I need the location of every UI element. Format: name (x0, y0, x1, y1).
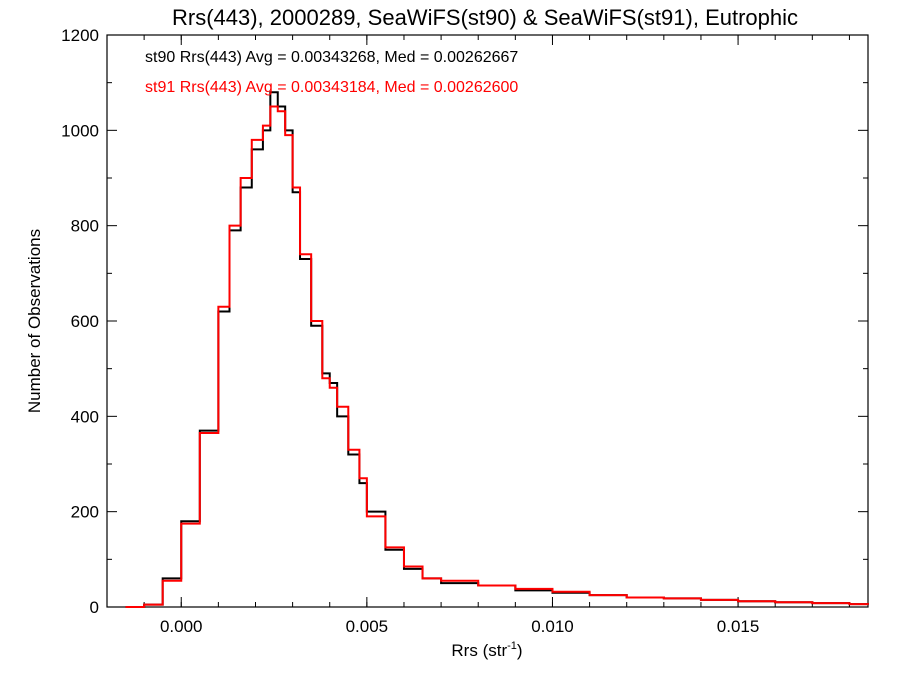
x-axis-title: Rrs (str-1) (451, 640, 522, 660)
x-axis: 0.000 0.005 0.010 0.015 (143, 35, 850, 636)
annotation-st91: st91 Rrs(443) Avg = 0.00343184, Med = 0.… (145, 79, 518, 96)
x-axis-title-superscript: -1 (507, 640, 517, 652)
x-axis-title-main: Rrs (str (451, 641, 507, 660)
x-axis-title-suffix: ) (517, 641, 523, 660)
y-tick-label: 800 (71, 217, 99, 236)
y-axis-title: Number of Observations (25, 229, 44, 413)
series-st91-line (125, 105, 869, 608)
x-tick-label: 0.000 (160, 617, 203, 636)
series-layer (125, 91, 869, 608)
x-tick-label: 0.010 (531, 617, 574, 636)
y-axis: 0 200 400 600 800 1000 1200 (61, 26, 868, 617)
y-tick-label: 1000 (61, 121, 99, 140)
y-tick-label: 600 (71, 312, 99, 331)
y-tick-label: 1200 (61, 26, 99, 45)
plot-frame (106, 34, 869, 608)
chart-title: Rrs(443), 2000289, SeaWiFS(st90) & SeaWi… (172, 5, 798, 30)
y-tick-label: 400 (71, 407, 99, 426)
series-st90-line (125, 91, 869, 608)
annotation-st90: st90 Rrs(443) Avg = 0.00343268, Med = 0.… (145, 49, 518, 66)
y-tick-label: 0 (90, 598, 99, 617)
y-tick-label: 200 (71, 503, 99, 522)
x-tick-label: 0.015 (717, 617, 760, 636)
x-tick-label: 0.005 (346, 617, 389, 636)
